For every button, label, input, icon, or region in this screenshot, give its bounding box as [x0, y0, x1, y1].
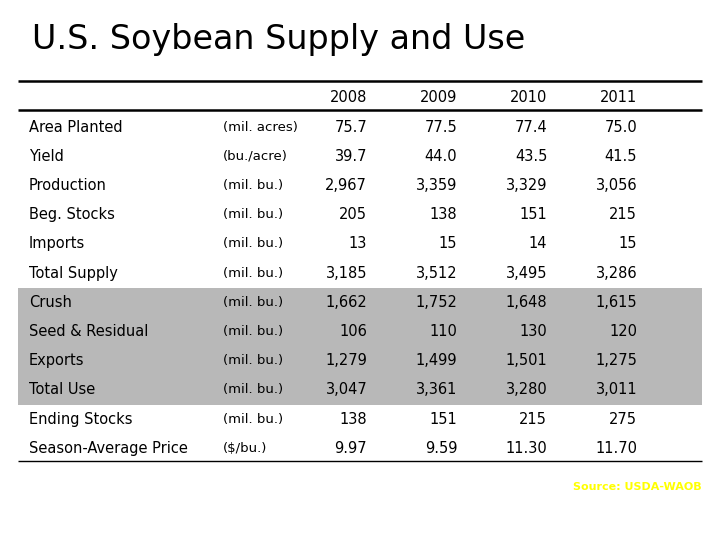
Text: 3,056: 3,056 [595, 178, 637, 193]
Text: 77.5: 77.5 [425, 120, 457, 134]
Text: 120: 120 [609, 324, 637, 339]
Text: 138: 138 [340, 411, 367, 427]
Bar [18, 288, 702, 317]
Text: (mil. bu.): (mil. bu.) [223, 238, 284, 251]
Text: Ag Decision Maker: Ag Decision Maker [528, 517, 702, 536]
Text: 77.4: 77.4 [515, 120, 547, 134]
Text: 1,752: 1,752 [415, 295, 457, 310]
Text: 130: 130 [519, 324, 547, 339]
Text: IOWA STATE UNIVERSITY: IOWA STATE UNIVERSITY [18, 482, 222, 497]
Text: Exports: Exports [29, 353, 84, 368]
Text: (mil. acres): (mil. acres) [223, 120, 298, 133]
Text: 75.7: 75.7 [335, 120, 367, 134]
Text: 106: 106 [339, 324, 367, 339]
Text: Extension and Outreach/Department of Economics: Extension and Outreach/Department of Eco… [18, 515, 282, 525]
Text: 3,329: 3,329 [505, 178, 547, 193]
Text: 75.0: 75.0 [605, 120, 637, 134]
Text: (bu./acre): (bu./acre) [223, 150, 288, 163]
Text: Season-Average Price: Season-Average Price [29, 441, 188, 456]
Text: (mil. bu.): (mil. bu.) [223, 267, 284, 280]
Text: ($/bu.): ($/bu.) [223, 442, 268, 455]
Text: 1,501: 1,501 [505, 353, 547, 368]
Text: 3,280: 3,280 [505, 382, 547, 397]
Text: 151: 151 [519, 207, 547, 222]
Text: 43.5: 43.5 [515, 149, 547, 164]
Text: 3,361: 3,361 [416, 382, 457, 397]
Text: 3,185: 3,185 [325, 266, 367, 281]
Text: 14: 14 [528, 237, 547, 252]
Text: 3,359: 3,359 [416, 178, 457, 193]
Text: Imports: Imports [29, 237, 85, 252]
Text: Source: USDA-WAOB: Source: USDA-WAOB [573, 482, 702, 492]
Text: Production: Production [29, 178, 107, 193]
Text: 15: 15 [618, 237, 637, 252]
Text: (mil. bu.): (mil. bu.) [223, 179, 284, 192]
Text: (mil. bu.): (mil. bu.) [223, 413, 284, 426]
Text: 41.5: 41.5 [605, 149, 637, 164]
Text: 110: 110 [429, 324, 457, 339]
Text: 9.97: 9.97 [335, 441, 367, 456]
Text: 2,967: 2,967 [325, 178, 367, 193]
Text: 44.0: 44.0 [425, 149, 457, 164]
Bar [18, 346, 702, 375]
Text: 1,662: 1,662 [325, 295, 367, 310]
Text: 3,047: 3,047 [325, 382, 367, 397]
Text: Crush: Crush [29, 295, 72, 310]
Text: U.S. Soybean Supply and Use: U.S. Soybean Supply and Use [32, 23, 526, 56]
Text: 138: 138 [430, 207, 457, 222]
Text: Ending Stocks: Ending Stocks [29, 411, 132, 427]
Text: 3,512: 3,512 [415, 266, 457, 281]
Text: (mil. bu.): (mil. bu.) [223, 354, 284, 367]
Text: Total Supply: Total Supply [29, 266, 117, 281]
Text: 2009: 2009 [420, 90, 457, 105]
Text: 2008: 2008 [330, 90, 367, 105]
Text: 13: 13 [348, 237, 367, 252]
Text: 11.70: 11.70 [595, 441, 637, 456]
Text: (mil. bu.): (mil. bu.) [223, 208, 284, 221]
Text: 1,648: 1,648 [505, 295, 547, 310]
Text: 151: 151 [429, 411, 457, 427]
Text: 39.7: 39.7 [335, 149, 367, 164]
Text: 9.59: 9.59 [425, 441, 457, 456]
Text: 15: 15 [438, 237, 457, 252]
Text: (mil. bu.): (mil. bu.) [223, 383, 284, 396]
Bar [18, 375, 702, 404]
Text: 215: 215 [609, 207, 637, 222]
Text: 3,286: 3,286 [595, 266, 637, 281]
Text: 1,279: 1,279 [325, 353, 367, 368]
Text: 1,275: 1,275 [595, 353, 637, 368]
Text: Area Planted: Area Planted [29, 120, 122, 134]
Text: 3,495: 3,495 [505, 266, 547, 281]
Text: 3,011: 3,011 [595, 382, 637, 397]
Text: 11.30: 11.30 [505, 441, 547, 456]
Text: Beg. Stocks: Beg. Stocks [29, 207, 114, 222]
Text: Total Use: Total Use [29, 382, 95, 397]
Text: 2011: 2011 [600, 90, 637, 105]
Text: Seed & Residual: Seed & Residual [29, 324, 148, 339]
Text: 1,615: 1,615 [595, 295, 637, 310]
Text: 275: 275 [609, 411, 637, 427]
Text: 215: 215 [519, 411, 547, 427]
Text: 205: 205 [339, 207, 367, 222]
Text: 2010: 2010 [510, 90, 547, 105]
Text: 1,499: 1,499 [415, 353, 457, 368]
Text: (mil. bu.): (mil. bu.) [223, 325, 284, 338]
Text: Yield: Yield [29, 149, 63, 164]
Text: (mil. bu.): (mil. bu.) [223, 296, 284, 309]
Bar [18, 317, 702, 346]
